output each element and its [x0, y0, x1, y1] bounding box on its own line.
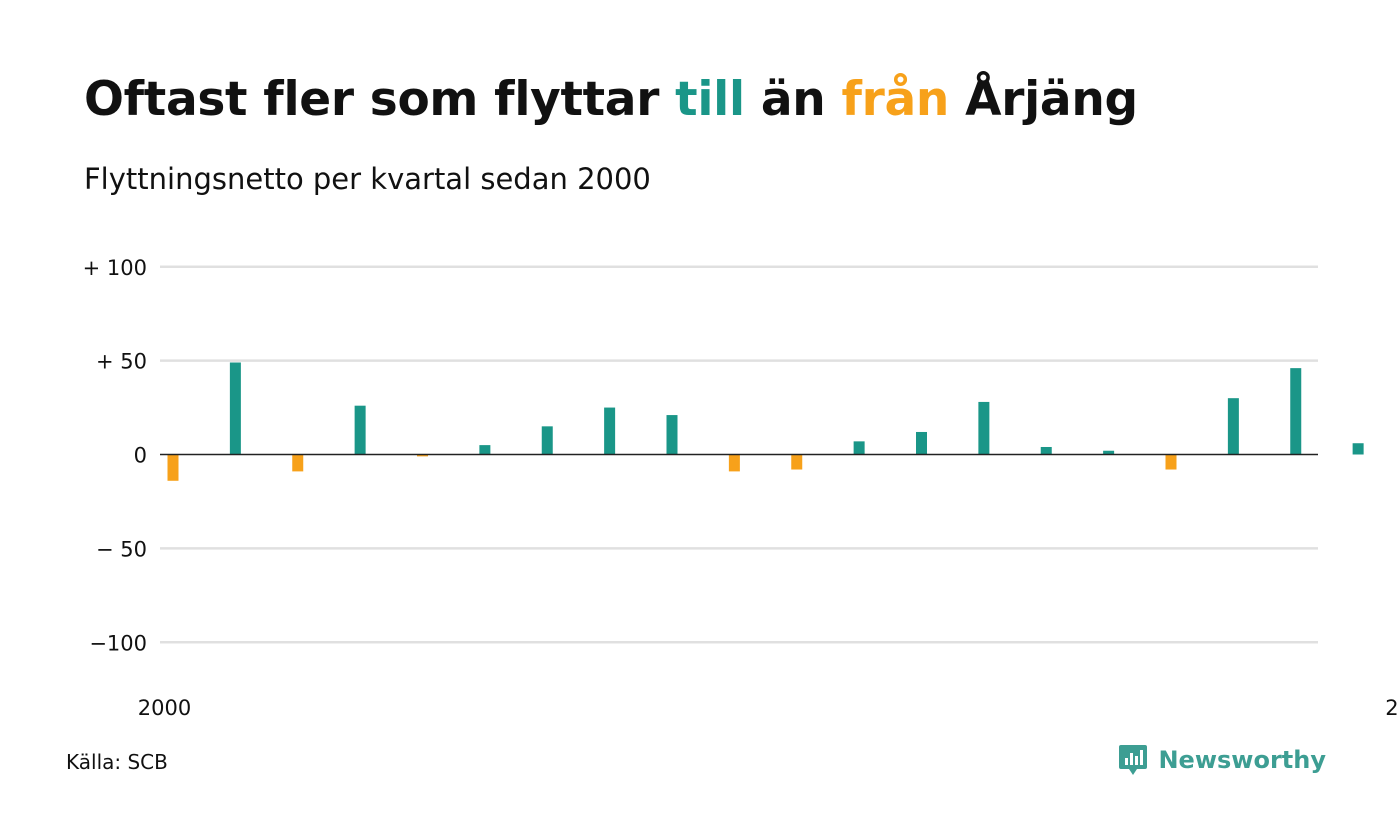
bar: [541, 426, 553, 455]
bar: [853, 441, 865, 455]
bar: [978, 401, 990, 455]
y-tick-label: 0: [134, 444, 147, 468]
title-part-1: Oftast fler som flyttar: [84, 72, 676, 127]
bar: [1040, 446, 1052, 455]
bar-layer: [167, 362, 1364, 481]
y-tick-label: − 50: [96, 537, 147, 561]
bar: [354, 405, 366, 455]
bar: [1103, 450, 1115, 455]
bar: [916, 431, 927, 455]
bar: [167, 454, 179, 481]
source-note: Källa: SCB: [66, 750, 168, 774]
title-highlight-till: till: [675, 72, 745, 127]
grid-layer: [160, 265, 1318, 644]
bar: [229, 362, 241, 455]
bar: [417, 454, 428, 457]
bar: [1165, 454, 1177, 470]
title-part-3: än: [744, 72, 842, 127]
y-tick-label: + 50: [96, 350, 147, 374]
bar: [791, 454, 803, 470]
bar: [666, 415, 678, 455]
x-tick-label: 2000: [138, 696, 191, 720]
newsworthy-logo-icon: [1119, 745, 1148, 775]
brand-name: Newsworthy: [1158, 746, 1326, 774]
y-tick-label: −100: [89, 631, 147, 655]
bar: [292, 454, 304, 472]
bar: [1352, 443, 1364, 455]
brand-logo[interactable]: Newsworthy: [1118, 743, 1326, 777]
title-highlight-fran: från: [841, 72, 950, 127]
y-tick-label: + 100: [83, 256, 147, 280]
bar: [1227, 398, 1239, 455]
bar: [604, 407, 616, 455]
title-part-5: Årjäng: [949, 72, 1138, 127]
axis-layer: + 100+ 500− 50−10020002005201020152020: [83, 256, 1400, 720]
bar: [1290, 368, 1302, 455]
chart-title: Oftast fler som flyttar till än från Årj…: [84, 72, 1138, 127]
bar: [479, 445, 491, 455]
chart-subtitle: Flyttningsnetto per kvartal sedan 2000: [84, 162, 651, 196]
x-tick-label: 2005: [1385, 696, 1400, 720]
bar: [728, 454, 740, 472]
